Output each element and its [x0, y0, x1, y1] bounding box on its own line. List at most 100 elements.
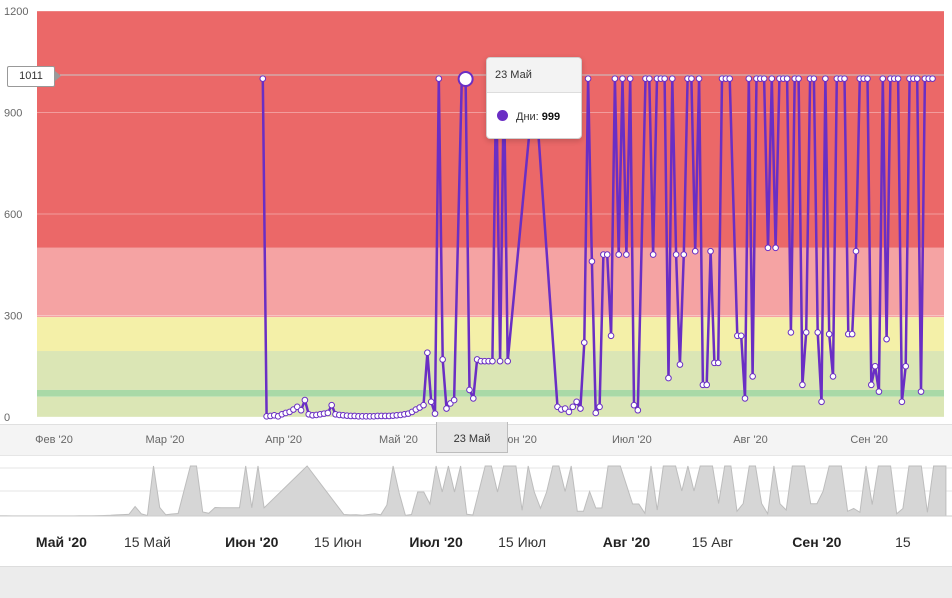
data-point	[580, 339, 588, 346]
navigator[interactable]: Май '20 15 Май Июн '20 15 Июн Июл '20 15 Июл А…	[0, 454, 952, 566]
data-point	[841, 75, 848, 82]
data-point	[607, 332, 615, 340]
data-point	[592, 409, 600, 417]
data-point	[297, 406, 305, 414]
data-point	[680, 251, 688, 258]
navigator-label: 15	[895, 534, 911, 550]
data-point	[615, 251, 623, 258]
data-point	[929, 75, 936, 82]
data-point	[741, 395, 749, 402]
data-point	[450, 396, 458, 404]
x-tick-label: Авг '20	[733, 434, 768, 446]
data-point	[749, 373, 756, 380]
data-point	[867, 381, 875, 389]
data-point	[431, 410, 439, 417]
y-tick-label: 300	[4, 311, 22, 323]
y-tick-label: 600	[4, 209, 22, 221]
plot-band	[37, 396, 944, 417]
data-point	[466, 386, 473, 394]
scrollbar-track[interactable]	[0, 566, 952, 598]
data-point	[879, 75, 887, 82]
data-point	[745, 75, 753, 82]
data-point	[328, 401, 335, 409]
data-point	[469, 395, 477, 402]
data-point	[496, 357, 504, 365]
data-point	[760, 75, 768, 82]
data-point	[324, 409, 332, 417]
data-point	[427, 398, 435, 406]
data-point	[695, 75, 703, 82]
data-point	[703, 381, 711, 389]
navigator-label: Авг '20	[603, 534, 651, 550]
series-markers[interactable]	[259, 75, 936, 420]
tooltip-value: 999	[541, 111, 561, 123]
x-tick-label: Фев '20	[35, 434, 73, 446]
data-point	[676, 361, 684, 368]
data-point	[814, 329, 822, 336]
navigator-label: Июл '20	[409, 534, 463, 550]
data-point	[626, 75, 634, 82]
crosshair-y-label: 1011	[7, 66, 61, 87]
tooltip: 23 Май Дни: 999	[486, 57, 582, 139]
data-point	[898, 398, 906, 406]
x-tick-label: Мар '20	[146, 434, 185, 446]
main-chart[interactable]: 0 300 600 900 1200	[0, 0, 952, 454]
data-point	[668, 75, 676, 82]
data-point	[768, 75, 776, 82]
navigator-label: 15 Май	[124, 534, 171, 550]
data-point	[603, 251, 611, 258]
data-point	[672, 251, 680, 258]
navigator-label: Июн '20	[225, 534, 278, 550]
data-point	[802, 329, 810, 336]
data-point	[707, 247, 714, 255]
data-point	[810, 75, 818, 82]
data-point	[787, 329, 795, 336]
data-point	[829, 373, 837, 380]
data-point	[772, 244, 779, 252]
data-point	[764, 244, 772, 252]
data-point	[848, 330, 856, 338]
data-point	[584, 75, 592, 82]
data-point	[864, 75, 871, 82]
data-point	[825, 330, 833, 338]
data-point	[420, 401, 427, 409]
navigator-area	[0, 465, 947, 517]
data-point	[795, 75, 802, 82]
data-point	[569, 403, 577, 411]
hover-marker	[457, 71, 474, 88]
data-point	[619, 75, 626, 82]
data-point	[883, 335, 890, 343]
data-point	[875, 388, 883, 395]
data-point	[573, 398, 580, 406]
data-point	[623, 251, 630, 258]
navigator-label: Май '20	[36, 534, 87, 550]
tooltip-date: 23 Май	[487, 58, 581, 93]
crosshair-x-label: 23 Май	[436, 422, 508, 453]
data-point	[439, 356, 446, 363]
x-tick-label: Апр '20	[265, 434, 302, 446]
data-point	[504, 357, 512, 365]
data-point	[691, 247, 699, 255]
y-tick-label: 1200	[4, 6, 28, 18]
x-tick-label: Июл '20	[612, 434, 652, 446]
data-point	[630, 401, 638, 409]
data-point	[726, 75, 733, 82]
y-tick-label: 900	[4, 108, 22, 120]
data-point	[661, 75, 668, 82]
data-point	[611, 75, 619, 82]
data-point	[424, 349, 431, 357]
navigator-label: Сен '20	[792, 534, 841, 550]
plot-band	[37, 389, 944, 397]
navigator-label: 15 Июн	[314, 534, 362, 550]
navigator-label: 15 Июл	[498, 534, 546, 550]
navigator-label: 15 Авг	[692, 534, 733, 550]
y-tick-label: 0	[4, 412, 10, 424]
x-tick-label: Сен '20	[850, 434, 888, 446]
plot-band	[37, 351, 944, 390]
tooltip-series-label: Дни:	[516, 111, 539, 123]
data-point	[259, 75, 267, 82]
navigator-labels: Май '20 15 Май Июн '20 15 Июн Июл '20 15 Июл А…	[36, 534, 911, 550]
data-point	[489, 357, 496, 365]
data-point	[894, 75, 902, 82]
y-axis-labels: 0 300 600 900 1200	[4, 6, 28, 424]
